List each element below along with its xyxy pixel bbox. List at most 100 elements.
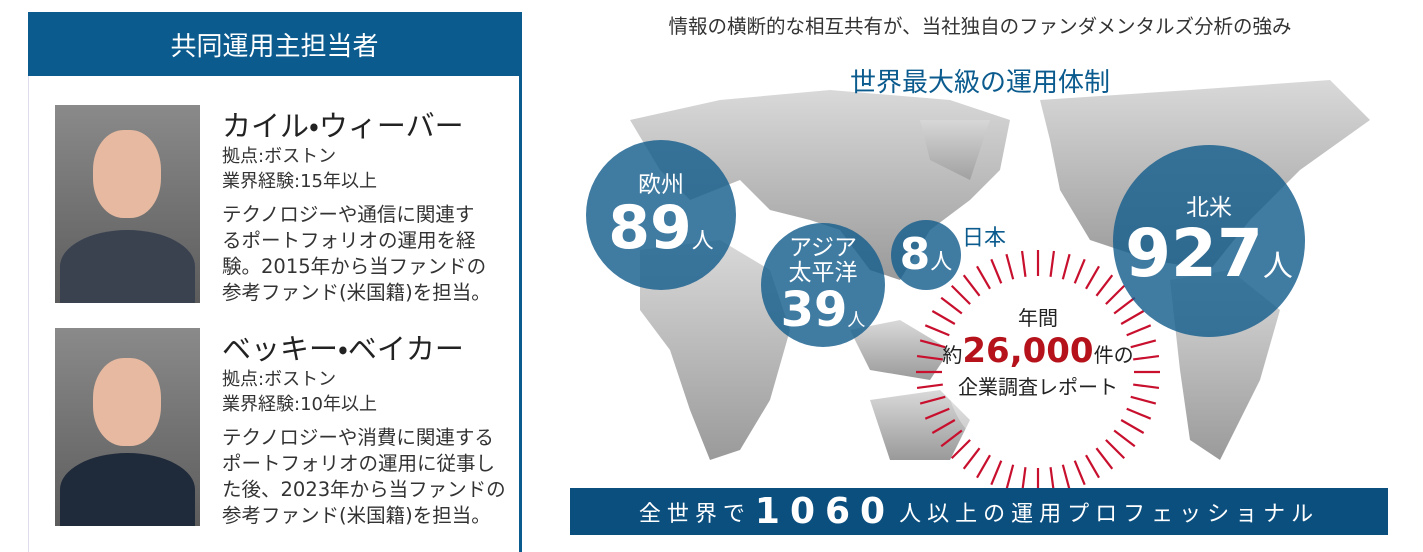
subtitle: 情報の横断的な相互共有が、当社独自のファンダメンタルズ分析の強み [668,15,1292,38]
burst-tick [1049,250,1056,277]
burst-tick [1105,439,1126,460]
burst-tick [1095,274,1114,297]
report-line: 年間 [1018,306,1058,330]
region-count: 927 [1125,214,1263,292]
burst-tick [940,296,963,315]
region-circle: 欧州 89人 [586,140,736,290]
region-count-row: 927人 [1125,220,1293,287]
burst-center [946,280,1130,464]
manager-panel [28,12,522,552]
burst-tick [1113,296,1136,315]
burst-tick [962,447,981,470]
region-unit: 人 [847,310,866,331]
region-circle: アジア 太平洋 39人 [761,223,885,347]
burst-tick [976,454,991,479]
region-unit: 人 [930,250,953,275]
banner-suffix: 人以上の運用プロフェッショナル [899,501,1320,527]
person-description: 参考ファンド(米国籍)を担当。 [222,281,491,304]
banner-number: 1060 [754,491,896,532]
region-count-row: 89人 [608,198,714,258]
person-description: ポートフォリオの運用に従事し [222,452,496,475]
burst-tick [1133,354,1160,361]
person-description: 参考ファンド(米国籍)を担当。 [222,504,491,527]
burst-tick [1005,464,1015,491]
burst-tick [1061,253,1071,280]
report-prefix: 約 [942,343,963,367]
report-line: 約26,000件の [938,331,1138,371]
panel-header: 共同運用主担当者 [28,12,521,76]
burst-tick [950,439,971,460]
burst-tick [976,265,991,290]
person-description: るポートフォリオの運用を経 [222,229,476,252]
burst-tick [916,383,943,390]
burst-tick [1085,454,1100,479]
region-circle: 北米 927人 [1113,145,1305,337]
photo-face [93,358,161,446]
person-name: ベッキー・ベイカー [222,332,464,366]
region-name: 北米 [1186,194,1232,221]
report-number: 26,000 [962,331,1094,371]
photo [55,328,200,526]
region-count: 39 [780,282,848,338]
burst-tick [1126,407,1152,420]
burst-tick [1130,339,1157,349]
burst-tick [990,460,1003,486]
photo [55,105,200,303]
region-name: 欧州 [638,171,684,198]
report-suffix: 件の [1093,343,1134,367]
burst-tick [924,407,950,420]
burst-tick [1061,464,1071,491]
burst-tick [1130,395,1157,405]
region-name: 太平洋 [788,260,858,286]
burst-tick [1126,324,1152,337]
photo-body [60,453,195,526]
burst-tick [931,310,956,325]
map-title: 世界最大級の運用体制 [849,68,1110,98]
burst-tick [1120,310,1145,325]
burst-tick [1120,419,1145,434]
person-name: カイル・ウィーバー [222,109,464,143]
region-count-row: 8人 [900,233,953,277]
region-count: 8 [899,229,931,280]
person-experience: 業界経験:15年以上 [222,171,377,192]
burst-tick [919,395,946,405]
banner: 全世界で 1060 人以上の運用プロフェッショナル [570,488,1388,535]
person-description: 験。2015年から当ファンドの [222,255,487,278]
region-name: アジア [788,235,858,261]
burst-tick [931,419,956,434]
burst-tick [1085,265,1100,290]
burst-tick [916,354,943,361]
burst-tick [1073,460,1086,486]
burst-tick [919,339,946,349]
report-burst [916,250,1160,494]
burst-tick [940,429,963,448]
burst-tick [1105,284,1126,305]
burst-tick [990,258,1003,284]
person-experience: 業界経験:10年以上 [222,394,377,415]
burst-tick [962,274,981,297]
burst-tick [1073,258,1086,284]
burst-tick [950,284,971,305]
person-base: 拠点:ボストン [222,146,337,167]
burst-tick [1005,253,1015,280]
burst-tick [1095,447,1114,470]
burst-tick [1133,383,1160,390]
photo-face [93,130,161,218]
report-line: 企業調査レポート [958,375,1118,399]
region-count: 89 [608,192,692,263]
person-base: 拠点:ボストン [222,369,337,390]
person-description: テクノロジーや消費に関連する [222,426,494,449]
japan-label: 日本 [962,226,1007,251]
burst-tick [924,324,950,337]
banner-prefix: 全世界で [638,501,751,527]
region-count-row: 39人 [781,286,866,334]
person-description: テクノロジーや通信に関連す [222,203,475,226]
burst-tick [1020,250,1027,277]
region-circle: 8人 [891,220,961,290]
region-unit: 人 [691,228,714,254]
photo-body [60,230,195,303]
region-unit: 人 [1262,248,1293,284]
page: 共同運用主担当者 カイル・ウィーバー 拠点:ボストン 業界経験:15年以上 テクノロジ… [28,12,1388,552]
report-count: 年間 約26,000件の 企業調査レポート [938,302,1138,400]
burst-tick [1113,429,1136,448]
